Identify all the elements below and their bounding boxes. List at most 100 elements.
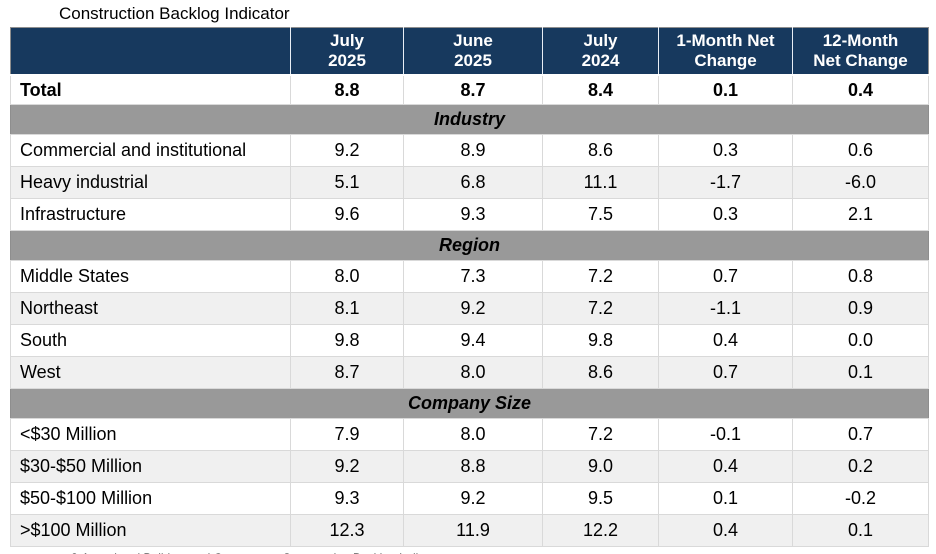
section-band-label: Company Size (10, 388, 929, 419)
cell-value: 0.6 (792, 134, 929, 167)
cell-value: 2.1 (792, 198, 929, 231)
table-row: >$100 Million 12.3 11.9 12.2 0.4 0.1 (10, 514, 929, 547)
table-row: Northeast 8.1 9.2 7.2 -1.1 0.9 (10, 292, 929, 325)
row-label: Commercial and institutional (10, 134, 291, 167)
page-title: Construction Backlog Indicator (59, 4, 290, 23)
section-band-region: Region (10, 230, 929, 261)
cell-value: 8.8 (403, 450, 543, 483)
cell-value: 6.8 (403, 166, 543, 199)
row-label: <$30 Million (10, 418, 291, 451)
cell-value: 9.2 (403, 482, 543, 515)
header-cell-june-2025: June 2025 (403, 27, 543, 76)
table-row: Heavy industrial 5.1 6.8 11.1 -1.7 -6.0 (10, 166, 929, 199)
cell-value: 0.2 (792, 450, 929, 483)
cell-value: 11.9 (403, 514, 543, 547)
table-row: Commercial and institutional 9.2 8.9 8.6… (10, 134, 929, 167)
cell-value: 9.4 (403, 324, 543, 357)
cell-value: 8.7 (290, 356, 404, 389)
cell-value: 8.0 (403, 418, 543, 451)
cell-value: 0.4 (658, 450, 793, 483)
section-band-industry: Industry (10, 104, 929, 135)
cell-value: 9.2 (403, 292, 543, 325)
cell-value: 8.7 (403, 74, 543, 105)
section-band-label: Region (10, 230, 929, 261)
source-attribution: © Associated Builders and Contractors, C… (70, 551, 936, 554)
cell-value: 0.7 (792, 418, 929, 451)
cell-value: 5.1 (290, 166, 404, 199)
cell-value: 9.2 (290, 450, 404, 483)
cell-value: 7.9 (290, 418, 404, 451)
cell-value: 0.1 (792, 514, 929, 547)
cell-value: 0.4 (792, 74, 929, 105)
cell-value: 9.6 (290, 198, 404, 231)
header-cell-1-month-net-change: 1-Month Net Change (658, 27, 793, 76)
row-label: >$100 Million (10, 514, 291, 547)
cell-value: 8.8 (290, 74, 404, 105)
cell-value: 0.7 (658, 356, 793, 389)
cell-value: 8.0 (290, 260, 404, 293)
row-label: Middle States (10, 260, 291, 293)
cell-value: 7.5 (542, 198, 659, 231)
row-label: South (10, 324, 291, 357)
cell-value: 0.0 (792, 324, 929, 357)
cell-value: -0.1 (658, 418, 793, 451)
cell-value: 9.5 (542, 482, 659, 515)
cell-value: 8.6 (542, 134, 659, 167)
header-cell-12-month-net-change: 12-Month Net Change (792, 27, 929, 76)
cell-value: 8.6 (542, 356, 659, 389)
cell-value: 0.8 (792, 260, 929, 293)
cell-value: -6.0 (792, 166, 929, 199)
table-row-total: Total 8.8 8.7 8.4 0.1 0.4 (10, 74, 929, 105)
cell-value: 9.3 (290, 482, 404, 515)
cell-value: 0.4 (658, 324, 793, 357)
section-band-label: Industry (10, 104, 929, 135)
cell-value: 9.3 (403, 198, 543, 231)
cell-value: 0.1 (658, 74, 793, 105)
header-cell-blank (10, 27, 291, 76)
cell-value: 0.7 (658, 260, 793, 293)
cell-value: 0.1 (792, 356, 929, 389)
row-label: $30-$50 Million (10, 450, 291, 483)
cell-value: 12.3 (290, 514, 404, 547)
cell-value: -1.1 (658, 292, 793, 325)
section-band-company-size: Company Size (10, 388, 929, 419)
header-cell-july-2024: July 2024 (542, 27, 659, 76)
backlog-table: July 2025 June 2025 July 2024 1-Month Ne… (10, 27, 929, 547)
cell-value: 9.8 (290, 324, 404, 357)
cell-value: 0.1 (658, 482, 793, 515)
cell-value: 0.3 (658, 134, 793, 167)
cell-value: 9.8 (542, 324, 659, 357)
cell-value: 9.2 (290, 134, 404, 167)
cell-value: 12.2 (542, 514, 659, 547)
row-label: Infrastructure (10, 198, 291, 231)
cell-value: 0.3 (658, 198, 793, 231)
cell-value: 0.9 (792, 292, 929, 325)
table-row: <$30 Million 7.9 8.0 7.2 -0.1 0.7 (10, 418, 929, 451)
table-row: West 8.7 8.0 8.6 0.7 0.1 (10, 356, 929, 389)
cell-value: 8.0 (403, 356, 543, 389)
table-row: Infrastructure 9.6 9.3 7.5 0.3 2.1 (10, 198, 929, 231)
cell-value: -1.7 (658, 166, 793, 199)
cell-value: 9.0 (542, 450, 659, 483)
table-row: Middle States 8.0 7.3 7.2 0.7 0.8 (10, 260, 929, 293)
table-row: $50-$100 Million 9.3 9.2 9.5 0.1 -0.2 (10, 482, 929, 515)
cell-value: 0.4 (658, 514, 793, 547)
row-label: Northeast (10, 292, 291, 325)
cell-value: 7.2 (542, 292, 659, 325)
table-row: South 9.8 9.4 9.8 0.4 0.0 (10, 324, 929, 357)
header-cell-july-2025: July 2025 (290, 27, 404, 76)
cell-value: 7.2 (542, 260, 659, 293)
row-label: $50-$100 Million (10, 482, 291, 515)
cell-value: 7.2 (542, 418, 659, 451)
cell-value: 11.1 (542, 166, 659, 199)
cell-value: 8.9 (403, 134, 543, 167)
header-row: July 2025 June 2025 July 2024 1-Month Ne… (10, 27, 929, 76)
cell-value: -0.2 (792, 482, 929, 515)
cell-value: 8.4 (542, 74, 659, 105)
row-label: Total (10, 74, 291, 105)
row-label: West (10, 356, 291, 389)
row-label: Heavy industrial (10, 166, 291, 199)
table-row: $30-$50 Million 9.2 8.8 9.0 0.4 0.2 (10, 450, 929, 483)
cell-value: 8.1 (290, 292, 404, 325)
